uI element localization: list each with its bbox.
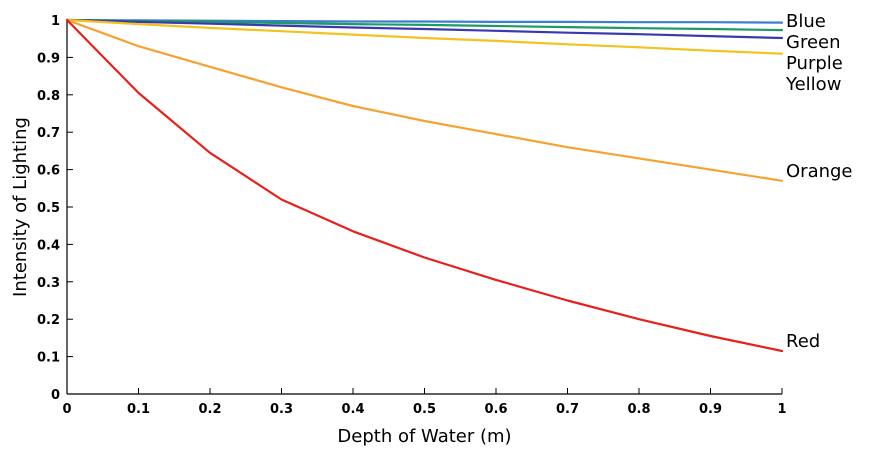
x-tick-label: 0.4 (341, 402, 364, 417)
x-tick-label: 0.8 (627, 402, 650, 417)
x-tick-label: 0.2 (198, 402, 221, 417)
y-tick-label: 0.5 (37, 201, 60, 216)
x-tick-label: 0.5 (413, 402, 436, 417)
series-label-red: Red (786, 331, 820, 352)
y-tick-label: 0 (51, 388, 60, 403)
y-tick-label: 0.6 (37, 164, 60, 179)
y-tick-label: 0.3 (37, 276, 60, 291)
y-tick-label: 0.9 (37, 51, 60, 66)
x-tick-label: 0.3 (270, 402, 293, 417)
x-tick-label: 1 (777, 402, 786, 417)
x-tick-label: 0 (62, 402, 71, 417)
x-tick-label: 0.7 (556, 402, 579, 417)
x-axis-title: Depth of Water (m) (337, 426, 511, 447)
series-line-orange (67, 20, 782, 181)
series-label-green: Green (786, 32, 841, 53)
chart-axes (67, 20, 782, 394)
x-ticks: 0 0.1 0.2 0.3 0.4 0.5 0.6 0.7 0.8 0.9 1 (62, 388, 786, 417)
x-tick-label: 0.9 (699, 402, 722, 417)
y-tick-label: 1 (51, 14, 60, 29)
y-tick-label: 0.8 (37, 89, 60, 104)
series-label-purple: Purple (786, 53, 843, 74)
series-label-yellow: Yellow (785, 74, 841, 95)
y-tick-label: 0.7 (37, 126, 60, 141)
y-axis-title: Intensity of Lighting (10, 117, 31, 297)
x-tick-label: 0.1 (127, 402, 150, 417)
y-tick-label: 0.2 (37, 313, 60, 328)
series-label-blue: Blue (786, 11, 826, 32)
y-tick-label: 0.1 (37, 351, 60, 366)
series-line-red (67, 20, 782, 351)
x-tick-label: 0.6 (484, 402, 507, 417)
series-lines (67, 20, 782, 351)
y-tick-label: 0.4 (37, 238, 60, 253)
series-label-orange: Orange (786, 161, 853, 182)
